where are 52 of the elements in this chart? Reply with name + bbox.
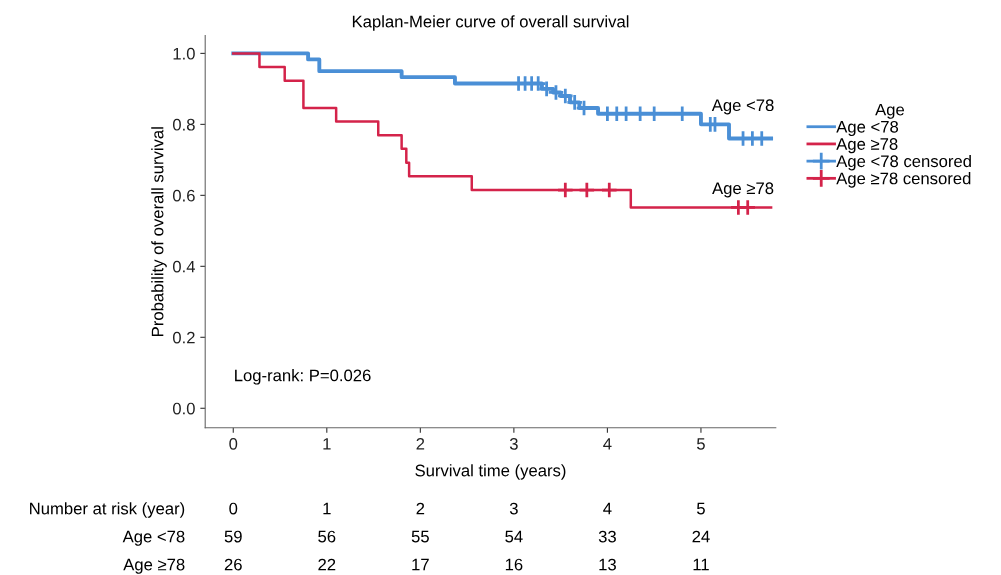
text: 55 (411, 530, 429, 543)
text: 22 (318, 558, 336, 571)
text: 54 (505, 530, 523, 543)
x-tick-label: 2 (416, 437, 425, 450)
text: 4 (603, 502, 612, 515)
legend-label: Age <78 censored (836, 154, 971, 171)
point (547, 83, 565, 102)
y-tick-label: 0.6 (172, 189, 195, 202)
legend-label: Age ≥78 (836, 138, 898, 154)
text: 3 (509, 502, 518, 515)
text: 26 (224, 558, 242, 571)
x-tick-label: 1 (323, 438, 331, 450)
x-tick-label: 0 (229, 437, 238, 450)
chart-title: Kaplan-Meier curve of overall survival (352, 15, 629, 31)
legend-label: Age ≥78 censored (836, 172, 971, 188)
y-tick-label: 1.0 (173, 47, 195, 60)
y-axis-title: Probability of overall survival (151, 127, 167, 336)
x-tick-label: 4 (603, 438, 612, 450)
annotation: Age <78 (711, 99, 774, 115)
text: 11 (693, 558, 709, 571)
annotation: Age ≥78 (712, 182, 774, 198)
text: Number at risk (year) (30, 502, 185, 518)
point (739, 198, 757, 217)
legend-label: Age <78 (836, 120, 899, 137)
point (578, 181, 596, 199)
y-tick-label: 0.8 (172, 118, 195, 131)
point (600, 181, 618, 199)
text: 56 (318, 530, 336, 543)
y-tick-label: 0.2 (172, 331, 195, 344)
text: 1 (323, 502, 331, 515)
text: 17 (412, 558, 429, 571)
text: 2 (416, 502, 425, 515)
x-axis-title: Survival time (years) (415, 464, 566, 480)
point (556, 87, 574, 105)
text: 33 (598, 530, 616, 543)
x-tick-label: 5 (696, 438, 705, 450)
annotation: Log-rank: P=0.026 (235, 369, 371, 385)
y-tick-label: 0.4 (172, 260, 195, 273)
text: Age <78 (122, 530, 185, 546)
text: 13 (599, 558, 616, 571)
point (537, 80, 556, 98)
point (566, 93, 584, 112)
point (556, 181, 574, 199)
y-tick-label: 0.0 (172, 402, 195, 415)
text: 0 (229, 502, 238, 515)
text: Age ≥78 (123, 558, 185, 574)
text: 16 (505, 558, 523, 571)
x-tick-label: 3 (509, 437, 518, 450)
text: 5 (696, 502, 705, 515)
text: 24 (692, 530, 710, 543)
text: 59 (224, 530, 242, 543)
legend-title: Age (875, 103, 905, 119)
